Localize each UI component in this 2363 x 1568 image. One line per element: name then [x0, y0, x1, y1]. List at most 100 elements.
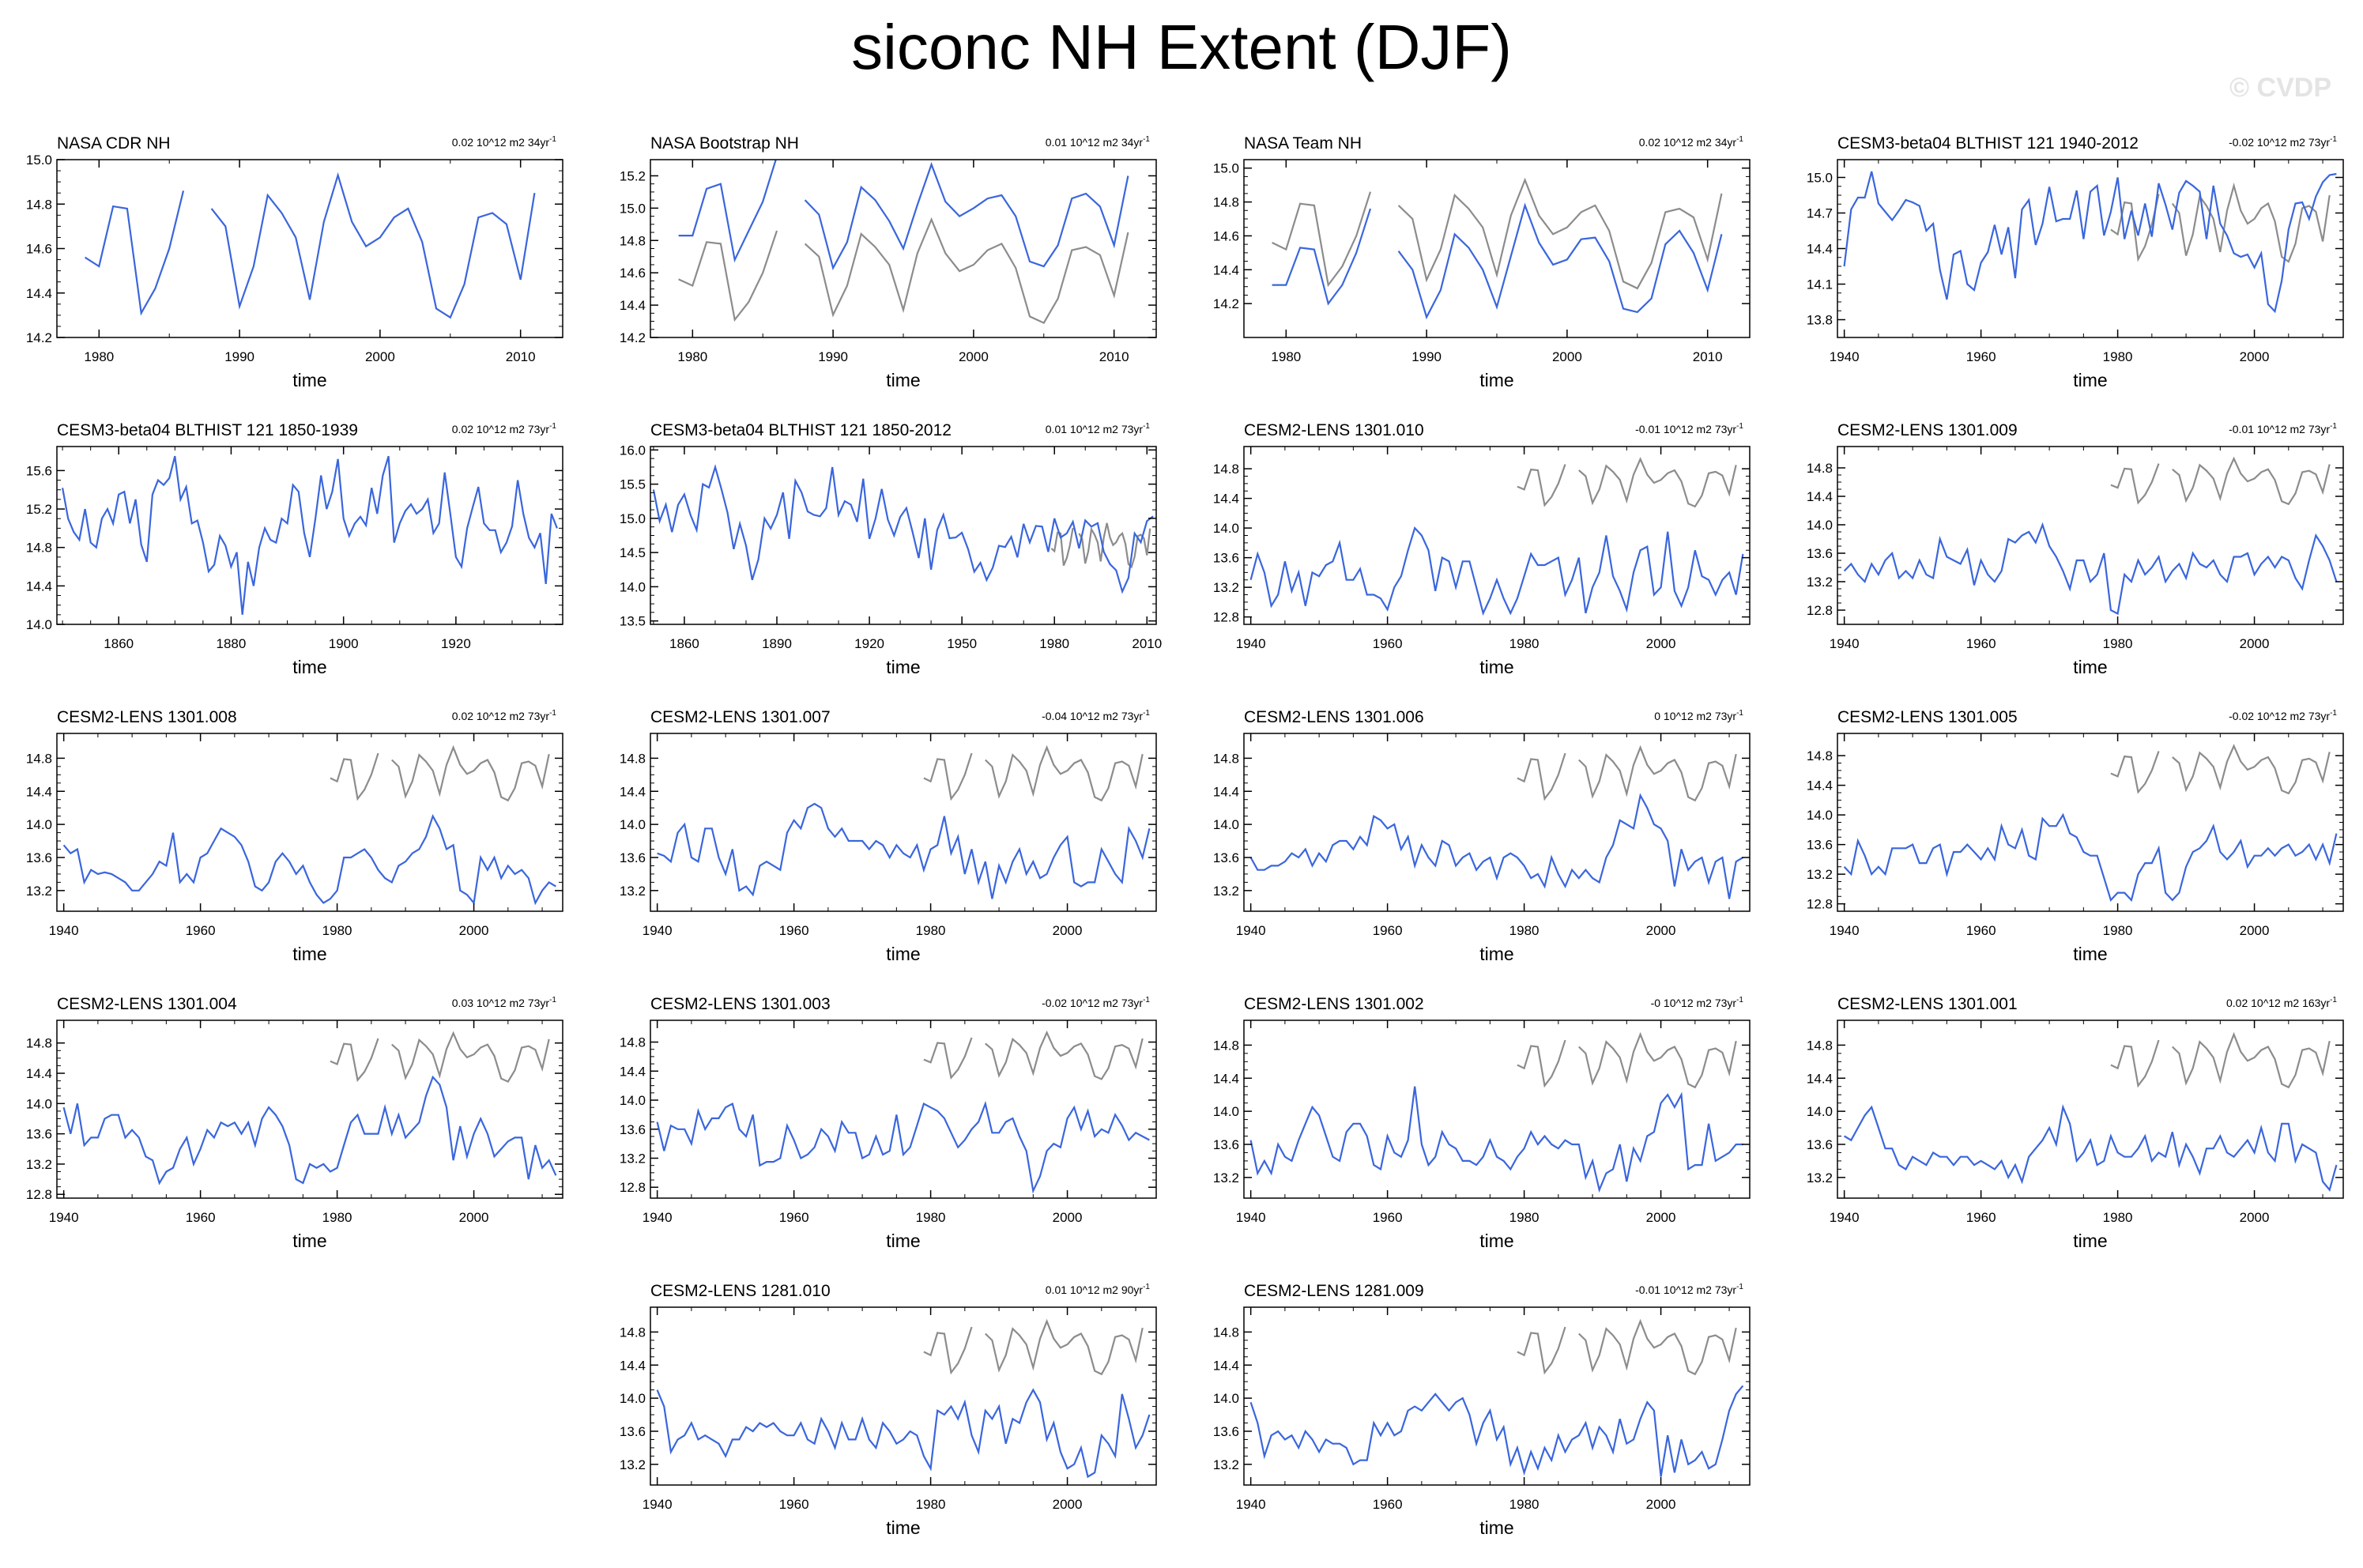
- x-tick-label: 1940: [49, 1210, 79, 1225]
- chart-panel: NASA Team NH 0.02 10^12 m2 34yr-1 1980 1990…: [1213, 134, 1751, 390]
- y-tick-label: 14.0: [620, 1093, 646, 1108]
- chart-title: NASA Bootstrap NH: [650, 134, 799, 153]
- obs-series-line: [678, 217, 1129, 325]
- y-tick-label: 14.8: [620, 233, 646, 248]
- y-tick-label: 13.2: [1807, 575, 1833, 590]
- y-tick-label: 13.6: [1807, 838, 1833, 853]
- plot-frame: [1837, 446, 2344, 625]
- trend-label: -0 10^12 m2 73yr-1: [1651, 996, 1744, 1009]
- y-tick-label: 13.6: [620, 850, 646, 865]
- x-axis-label: time: [292, 657, 326, 677]
- y-tick-label: 14.4: [1213, 1358, 1239, 1373]
- chart-panel: CESM3-beta04 BLTHIST 121 1850-1939 0.02 1…: [26, 421, 563, 677]
- trend-label: -0.04 10^12 m2 73yr-1: [1042, 709, 1150, 722]
- chart-title: CESM3-beta04 BLTHIST 121 1850-1939: [57, 421, 358, 439]
- model-series-line: [62, 813, 556, 906]
- plot-frame: [650, 1306, 1157, 1486]
- chart-panel: CESM2-LENS 1301.007 -0.04 10^12 m2 73yr-1…: [620, 708, 1157, 964]
- x-tick-label: 1940: [1830, 923, 1860, 938]
- y-tick-label: 14.4: [1213, 492, 1239, 507]
- chart-panel: CESM2-LENS 1301.010 -0.01 10^12 m2 73yr-1…: [1213, 421, 1751, 677]
- y-tick-label: 14.0: [1213, 1391, 1239, 1406]
- plot-frame: [650, 733, 1157, 912]
- x-tick-label: 1960: [186, 923, 216, 938]
- plot-frame: [1243, 733, 1751, 912]
- y-tick-label: 14.4: [26, 286, 52, 301]
- y-tick-label: 14.1: [1807, 277, 1833, 292]
- chart-panel: CESM2-LENS 1301.009 -0.01 10^12 m2 73yr-1…: [1807, 421, 2344, 677]
- obs-series-line: [1050, 522, 1151, 569]
- y-tick-label: 14.4: [620, 1358, 646, 1373]
- model-series-line: [85, 172, 536, 319]
- x-tick-label: 1880: [217, 636, 247, 651]
- chart-panel: NASA Bootstrap NH 0.01 10^12 m2 34yr-1 198…: [620, 134, 1157, 390]
- y-tick-label: 15.5: [620, 477, 646, 492]
- chart-panel: CESM2-LENS 1301.001 0.02 10^12 m2 163yr-1…: [1807, 995, 2344, 1251]
- y-tick-label: 14.0: [1213, 1104, 1239, 1119]
- model-series-line: [1272, 202, 1723, 320]
- trend-label: 0.02 10^12 m2 34yr-1: [452, 135, 557, 149]
- chart-title: NASA Team NH: [1244, 134, 1362, 153]
- obs-series-line: [1517, 1031, 1737, 1089]
- y-tick-label: 12.8: [1807, 897, 1833, 912]
- x-tick-label: 1950: [947, 636, 977, 651]
- y-tick-label: 13.2: [1213, 1170, 1239, 1185]
- x-tick-label: 1960: [779, 1210, 809, 1225]
- chart-panel: CESM2-LENS 1281.010 0.01 10^12 m2 90yr-1 1…: [620, 1282, 1157, 1538]
- x-axis-label: time: [2073, 944, 2107, 964]
- y-tick-label: 15.0: [1213, 161, 1239, 176]
- obs-series-line: [330, 744, 550, 802]
- x-tick-label: 1980: [1509, 636, 1540, 651]
- y-tick-label: 14.0: [1213, 521, 1239, 536]
- x-tick-label: 1890: [762, 636, 792, 651]
- chart-title: CESM3-beta04 BLTHIST 121 1940-2012: [1837, 134, 2139, 153]
- y-tick-label: 14.0: [620, 579, 646, 594]
- x-axis-label: time: [1479, 370, 1513, 390]
- plot-frame: [56, 446, 563, 625]
- chart-title: CESM2-LENS 1301.008: [57, 708, 237, 726]
- y-tick-label: 14.4: [1213, 784, 1239, 799]
- model-series-line: [1249, 1086, 1743, 1193]
- y-tick-label: 13.2: [26, 884, 52, 899]
- x-tick-label: 1940: [1830, 1210, 1860, 1225]
- trend-label: 0 10^12 m2 73yr-1: [1654, 709, 1743, 722]
- y-tick-label: 14.0: [26, 817, 52, 832]
- y-tick-label: 14.4: [1807, 778, 1833, 793]
- trend-label: 0.01 10^12 m2 73yr-1: [1046, 422, 1151, 435]
- y-tick-label: 14.2: [1213, 296, 1239, 311]
- chart-panel: NASA CDR NH 0.02 10^12 m2 34yr-1 1980 1990 2…: [26, 134, 563, 390]
- model-series-line: [62, 455, 558, 615]
- model-series-line: [657, 802, 1151, 899]
- y-tick-label: 14.4: [620, 784, 646, 799]
- y-tick-label: 13.6: [1213, 1424, 1239, 1439]
- x-tick-label: 1980: [2103, 636, 2133, 651]
- x-tick-label: 2000: [1552, 349, 1582, 364]
- x-axis-label: time: [292, 944, 326, 964]
- x-tick-label: 1860: [669, 636, 699, 651]
- trend-label: 0.01 10^12 m2 90yr-1: [1046, 1283, 1151, 1296]
- chart-panel: CESM2-LENS 1281.009 -0.01 10^12 m2 73yr-1…: [1213, 1282, 1751, 1538]
- x-tick-label: 1940: [1236, 1210, 1266, 1225]
- chart-panel: CESM2-LENS 1301.005 -0.02 10^12 m2 73yr-1…: [1807, 708, 2344, 964]
- y-tick-label: 14.4: [620, 298, 646, 313]
- y-tick-label: 14.4: [26, 579, 52, 594]
- y-tick-label: 14.0: [26, 1096, 52, 1111]
- plot-frame: [1837, 733, 2344, 912]
- x-tick-label: 2000: [1646, 923, 1676, 938]
- y-tick-label: 14.4: [26, 1066, 52, 1081]
- x-tick-label: 1960: [186, 1210, 216, 1225]
- model-series-line: [62, 1075, 557, 1185]
- trend-label: -0.01 10^12 m2 73yr-1: [2229, 422, 2337, 435]
- y-tick-label: 15.0: [1807, 171, 1833, 186]
- obs-series-line: [330, 1031, 550, 1084]
- x-tick-label: 1940: [1830, 636, 1860, 651]
- obs-series-line: [2110, 456, 2331, 506]
- y-tick-label: 13.6: [26, 850, 52, 865]
- y-tick-label: 14.2: [620, 330, 646, 345]
- x-axis-label: time: [886, 657, 920, 677]
- y-tick-label: 13.6: [1807, 546, 1833, 561]
- trend-label: 0.01 10^12 m2 34yr-1: [1046, 135, 1151, 149]
- obs-series-line: [2110, 1031, 2331, 1089]
- y-tick-label: 13.2: [620, 1151, 646, 1166]
- model-series-line: [652, 464, 1154, 594]
